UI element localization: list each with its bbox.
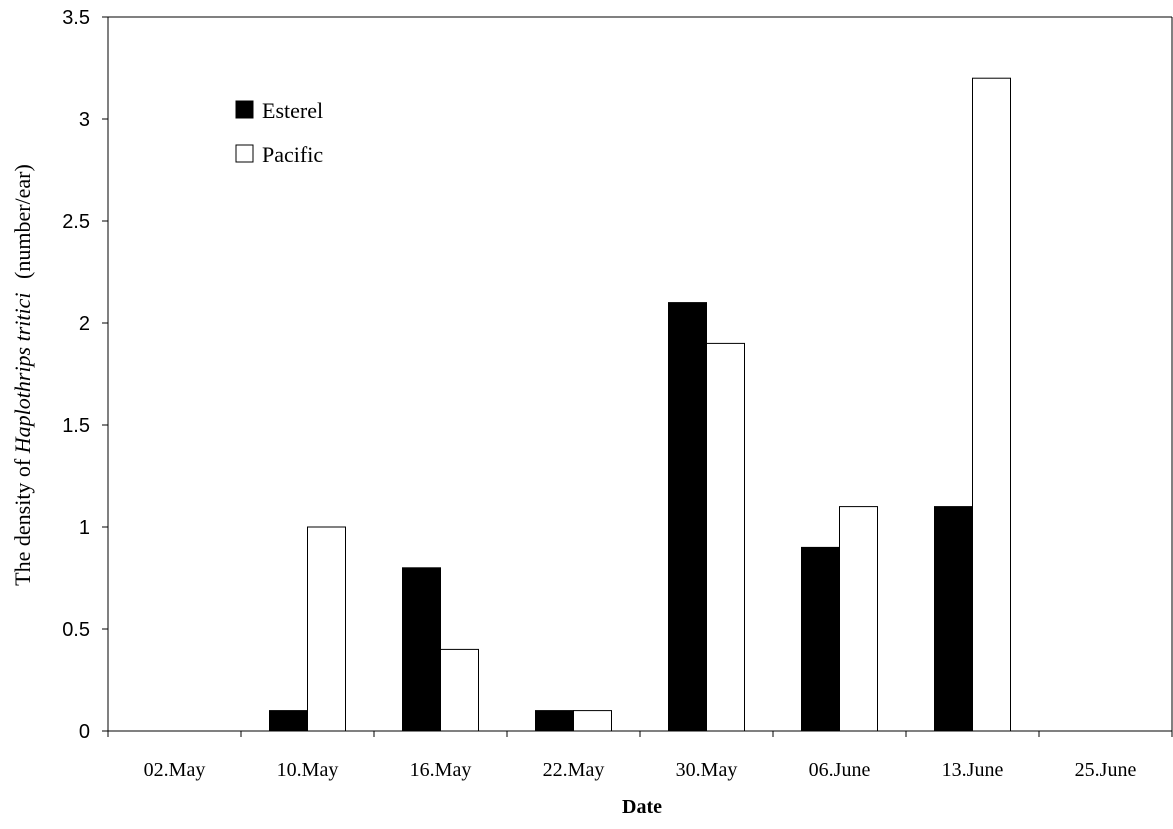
- x-axis-title: Date: [622, 796, 662, 818]
- x-axis: 02.May 10.May 16.May 22.May 30.May 06.June 13.…: [107, 731, 1173, 781]
- bar-esterel-06-june: [801, 546, 840, 732]
- bar-pacific-10-may: [307, 526, 346, 732]
- legend: Esterel Pacific: [235, 98, 323, 167]
- y-tick-label: 0: [79, 721, 90, 743]
- y-axis-title-prefix: The density of: [10, 458, 35, 586]
- bar-esterel-10-may: [269, 710, 308, 732]
- x-tick-label: 10.May: [277, 759, 339, 781]
- bar-esterel-30-may: [668, 302, 707, 732]
- y-tick-label: 3: [79, 109, 90, 131]
- legend-swatch-pacific: [235, 144, 254, 163]
- y-tick-label: 1: [79, 517, 90, 539]
- bar-pacific-06-june: [839, 506, 878, 732]
- bar-esterel-22-may: [535, 710, 574, 732]
- y-tick-label: 0.5: [62, 619, 90, 641]
- legend-label-esterel: Esterel: [262, 98, 323, 123]
- plot-frame: [107, 16, 1173, 732]
- bar-pacific-22-may: [573, 710, 612, 732]
- x-tick-label: 30.May: [676, 759, 738, 781]
- y-tick-label: 2: [79, 313, 90, 335]
- bars: [269, 77, 1011, 732]
- y-axis: 0 0.5 1 1.5 2 2.5 3 3.5: [62, 7, 108, 743]
- x-tick-label: 13.June: [942, 759, 1004, 781]
- x-tick-label: 16.May: [410, 759, 472, 781]
- bar-esterel-16-may: [402, 567, 441, 732]
- legend-label-pacific: Pacific: [262, 142, 323, 167]
- bar-pacific-16-may: [440, 648, 479, 732]
- y-axis-title-species: Haplothrips tritici: [10, 292, 35, 454]
- x-tick-label: 25.June: [1075, 759, 1137, 781]
- bar-pacific-30-may: [706, 342, 745, 732]
- y-axis-title-suffix: (number/ear): [10, 164, 35, 279]
- y-tick-label: 2.5: [62, 211, 90, 233]
- bar-esterel-13-june: [934, 506, 973, 732]
- y-tick-label: 1.5: [62, 415, 90, 437]
- x-tick-label: 06.June: [809, 759, 871, 781]
- x-tick-label: 22.May: [543, 759, 605, 781]
- y-axis-title: The density of Haplothrips tritici (numb…: [10, 164, 35, 586]
- legend-swatch-esterel: [235, 100, 254, 119]
- x-tick-label: 02.May: [144, 759, 206, 781]
- y-tick-label: 3.5: [62, 7, 90, 29]
- bar-pacific-13-june: [972, 77, 1011, 732]
